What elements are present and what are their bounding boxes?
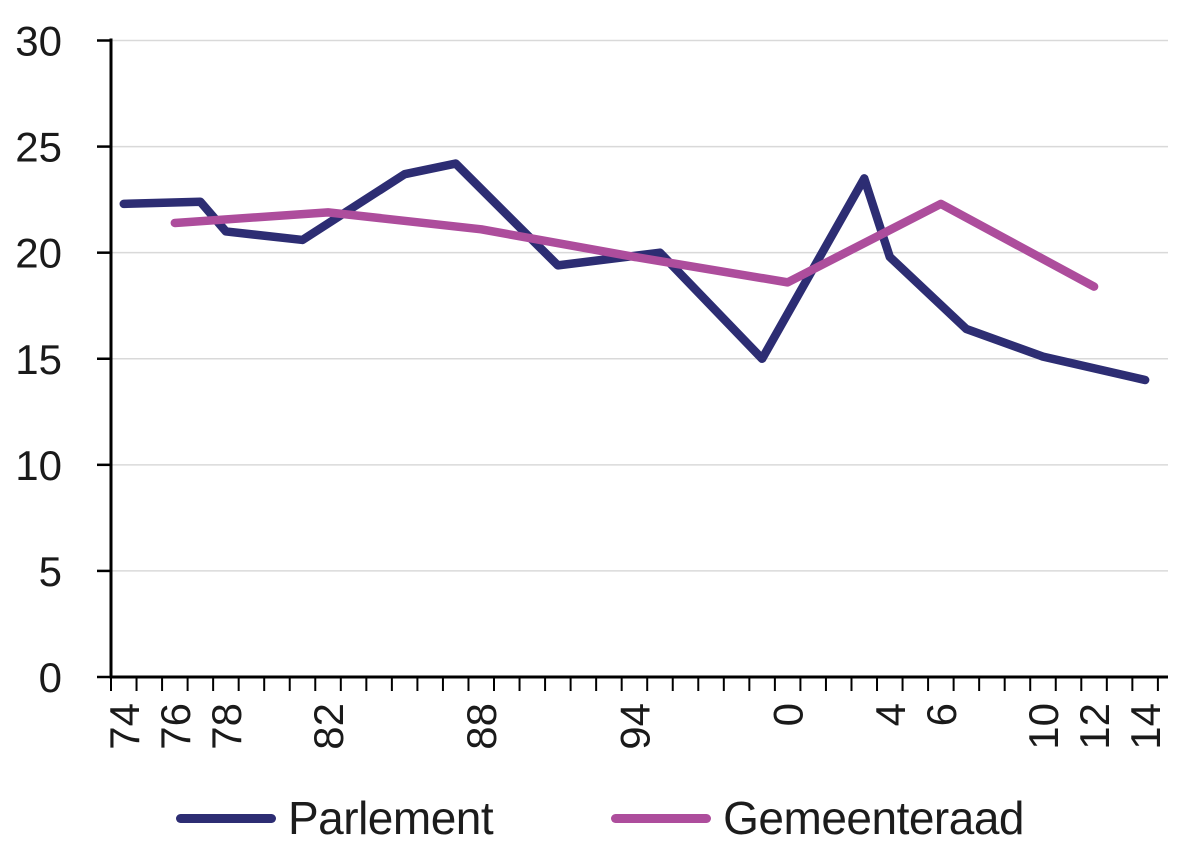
legend-swatch-parlement <box>175 813 276 823</box>
legend-label-gemeenteraad: Gemeenteraad <box>723 792 1025 844</box>
y-axis-label: 10 <box>15 442 62 489</box>
y-axis-label: 20 <box>15 230 62 277</box>
x-axis-label: 6 <box>918 703 965 726</box>
legend-item-parlement: Parlement <box>175 791 494 845</box>
legend-swatch-gemeenteraad <box>611 813 712 823</box>
y-axis-label: 5 <box>39 548 62 595</box>
y-axis-label: 0 <box>39 654 62 701</box>
x-axis-label: 94 <box>611 703 658 750</box>
x-axis-label: 82 <box>305 703 352 750</box>
series-line-parlement <box>119 159 1150 385</box>
x-axis-label: 78 <box>203 703 250 750</box>
x-axis-label: 12 <box>1071 703 1118 750</box>
legend-item-gemeenteraad: Gemeenteraad <box>611 791 1025 845</box>
x-axis-label: 4 <box>867 703 914 726</box>
legend: Parlement Gemeenteraad <box>0 786 1200 850</box>
x-axis-label: 88 <box>458 703 505 750</box>
x-axis-label: 14 <box>1122 703 1169 750</box>
legend-label-parlement: Parlement <box>287 792 494 844</box>
y-axis-label: 15 <box>15 336 62 383</box>
y-axis-label: 30 <box>15 18 62 65</box>
x-axis-label: 74 <box>101 703 148 750</box>
x-axis-label: 0 <box>765 703 812 726</box>
x-axis-label: 76 <box>152 703 199 750</box>
series-line-gemeenteraad <box>170 199 1099 291</box>
y-axis-label: 25 <box>15 124 62 171</box>
x-axis-label: 10 <box>1020 703 1067 750</box>
